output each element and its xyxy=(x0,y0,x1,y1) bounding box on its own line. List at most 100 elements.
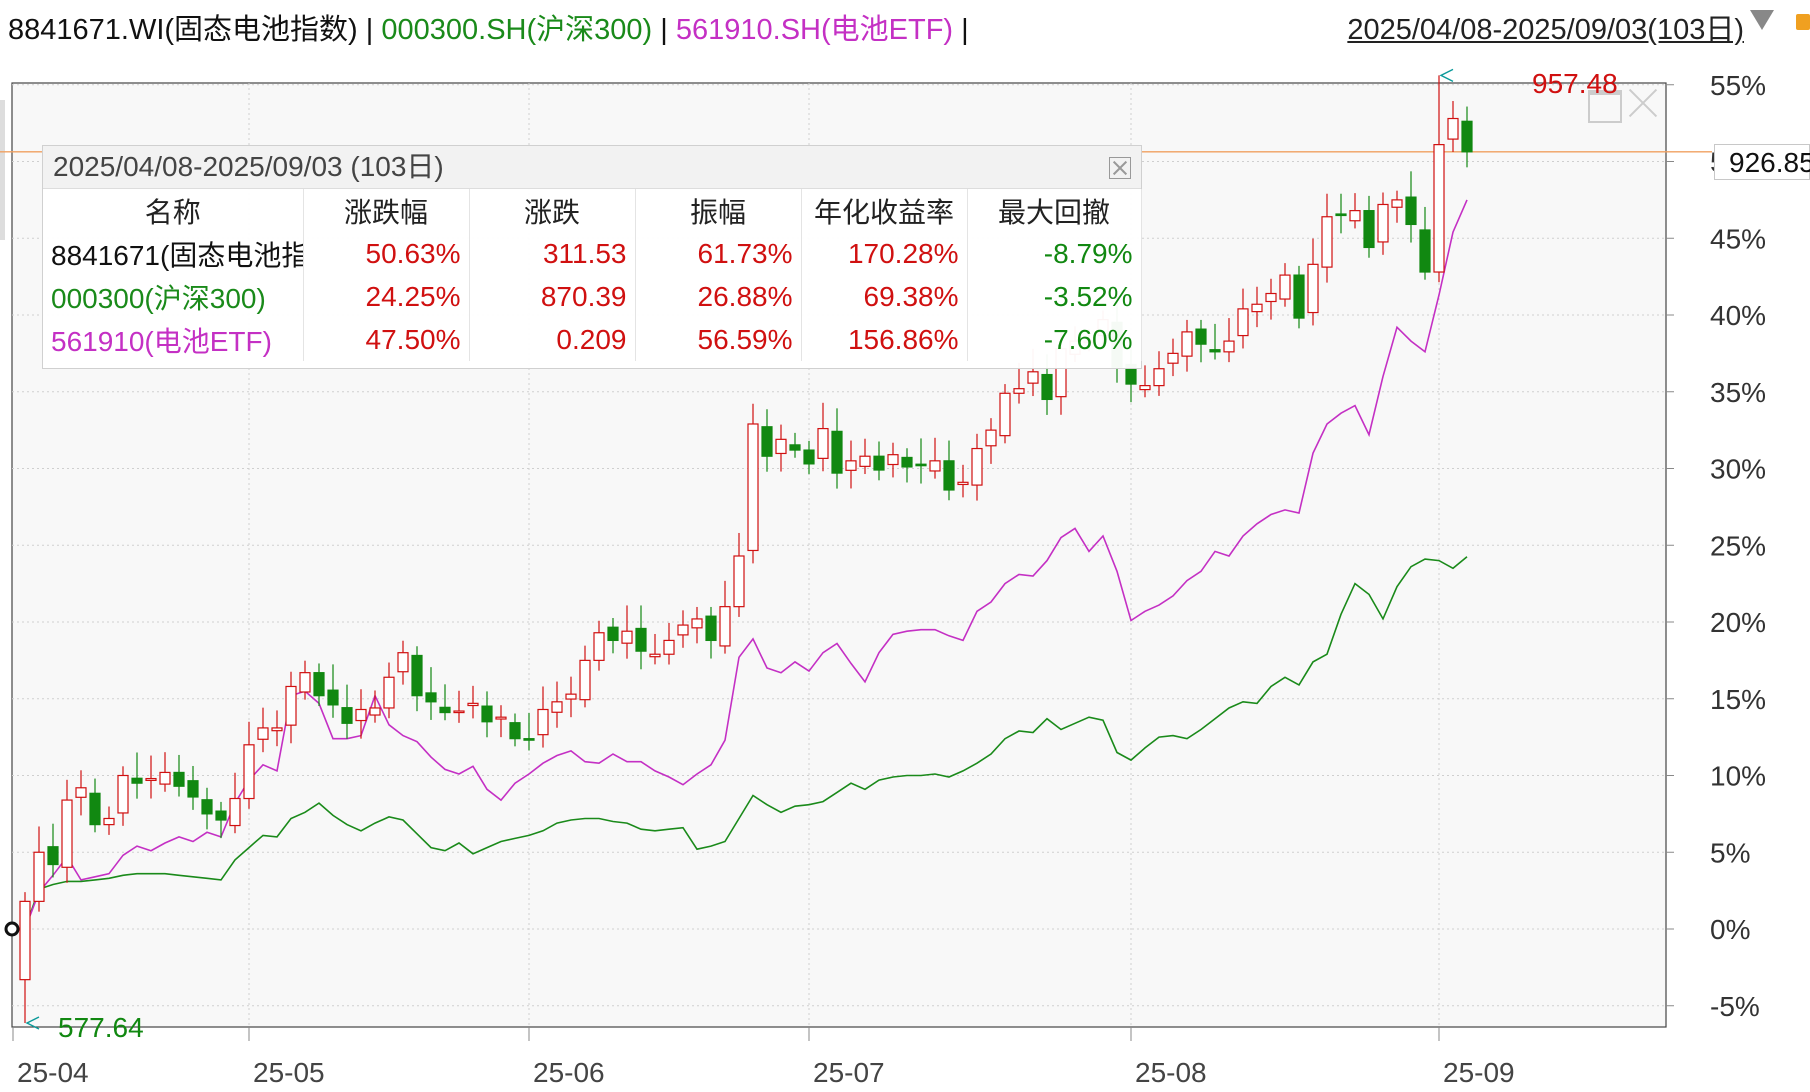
candle-body xyxy=(201,799,213,815)
candle-body xyxy=(1195,328,1207,345)
corner-badge-icon xyxy=(1796,14,1810,30)
candle-body xyxy=(1307,263,1319,314)
candle-body xyxy=(509,722,521,740)
col-header-change[interactable]: 涨跌 xyxy=(469,189,636,232)
x-axis: 25-04 25-05 25-06 25-07 25-08 25-09 xyxy=(12,1027,1515,1088)
x-tick-label: 25-04 xyxy=(17,1057,89,1088)
candle-body xyxy=(845,460,857,471)
candle-body xyxy=(789,444,801,451)
low-marker-arrow xyxy=(25,1016,40,1030)
candle-body xyxy=(929,460,941,472)
annualized-return: 156.86% xyxy=(801,318,968,361)
change-pct: 50.63% xyxy=(303,232,470,275)
col-header-annualized[interactable]: 年化收益率 xyxy=(801,189,968,232)
date-range-selector[interactable]: 2025/04/08-2025/09/03(103日) xyxy=(1347,14,1744,46)
change-pct: 47.50% xyxy=(303,318,470,361)
y-tick-label: -5% xyxy=(1710,991,1760,1022)
close-icon[interactable] xyxy=(1109,157,1131,179)
candle-body xyxy=(999,392,1011,437)
y-tick-label: 0% xyxy=(1710,914,1750,945)
col-header-change-pct[interactable]: 涨跌幅 xyxy=(303,189,470,232)
candle-body xyxy=(593,632,605,661)
close-icon[interactable] xyxy=(1628,88,1658,118)
candle-body xyxy=(565,693,577,700)
candle-body xyxy=(327,689,339,706)
series-name: 561910(电池ETF) xyxy=(43,318,304,361)
interval-stats-panel: 2025/04/08-2025/09/03 (103日) 名称 涨跌幅 涨跌 振… xyxy=(42,145,1142,369)
candle-body xyxy=(705,615,717,642)
candle-body xyxy=(439,706,451,714)
candle-body xyxy=(803,449,815,465)
candle-body xyxy=(1363,210,1375,249)
candle-body xyxy=(579,659,591,701)
candle-body xyxy=(1377,203,1389,243)
header-main-series[interactable]: 8841671.WI(固态电池指数) xyxy=(8,14,358,46)
candle-body xyxy=(271,727,283,732)
candle-body xyxy=(523,738,535,741)
candle-body xyxy=(383,676,395,709)
amplitude: 26.88% xyxy=(635,275,802,318)
chart-candles xyxy=(4,68,1473,1030)
candle-body xyxy=(187,780,199,798)
annualized-return: 69.38% xyxy=(801,275,968,318)
candle-body xyxy=(761,426,773,457)
stats-row[interactable]: 8841671(固态电池指 50.63% 311.53 61.73% 170.2… xyxy=(43,232,1142,275)
candle-body xyxy=(1433,144,1445,273)
candle-body xyxy=(1041,373,1053,401)
candle-body xyxy=(1167,352,1179,364)
candle-body xyxy=(299,672,311,693)
candle-body xyxy=(1349,210,1361,222)
y-tick-label: 10% xyxy=(1710,761,1766,792)
header-series-csi300[interactable]: 000300.SH(沪深300) xyxy=(381,14,653,46)
col-header-drawdown[interactable]: 最大回撤 xyxy=(967,189,1142,232)
candle-body xyxy=(425,692,437,703)
maximize-icon[interactable] xyxy=(1588,90,1622,123)
candle-body xyxy=(75,787,87,798)
candle-body xyxy=(817,427,829,459)
candle-body xyxy=(467,702,479,707)
candle-body xyxy=(369,707,381,716)
stats-row[interactable]: 000300(沪深300) 24.25% 870.39 26.88% 69.38… xyxy=(43,275,1142,318)
chart-header: 8841671.WI(固态电池指数) | 000300.SH(沪深300) | … xyxy=(0,0,1810,46)
change-pct: 24.25% xyxy=(303,275,470,318)
x-tick-label: 25-09 xyxy=(1443,1057,1515,1088)
csi300-series-line xyxy=(24,556,1468,930)
high-marker-arrow xyxy=(1439,68,1454,83)
x-tick-label: 25-07 xyxy=(813,1057,885,1088)
candle-body xyxy=(481,705,493,723)
y-tick-label: 15% xyxy=(1710,684,1766,715)
col-header-name[interactable]: 名称 xyxy=(43,189,304,232)
candle-body xyxy=(103,817,115,826)
dropdown-arrow-icon[interactable] xyxy=(1750,10,1774,30)
chart-lines xyxy=(24,199,1468,930)
candle-body xyxy=(145,777,157,782)
origin-marker xyxy=(4,921,20,937)
header-series-etf[interactable]: 561910.SH(电池ETF) xyxy=(675,14,954,46)
candle-body xyxy=(1321,216,1333,268)
amplitude: 61.73% xyxy=(635,232,802,275)
amplitude: 56.59% xyxy=(635,318,802,361)
candle-body xyxy=(89,792,101,826)
x-tick-label: 25-08 xyxy=(1135,1057,1207,1088)
etf-series-line xyxy=(24,199,1468,930)
candle-body xyxy=(1251,303,1263,313)
candle-body xyxy=(733,555,745,608)
header-separator: | xyxy=(961,14,969,46)
candle-body xyxy=(243,744,255,800)
candle-body xyxy=(397,652,409,673)
y-tick-label: 25% xyxy=(1710,530,1766,561)
high-value-label: 957.48 xyxy=(1532,68,1618,99)
candle-body xyxy=(117,774,129,814)
candle-body xyxy=(943,460,955,491)
candle-body xyxy=(1209,349,1221,353)
candle-body xyxy=(47,846,59,866)
candle-body xyxy=(1461,120,1473,153)
candle-body xyxy=(719,606,731,647)
candle-body xyxy=(957,481,969,486)
candle-body xyxy=(215,810,227,821)
candle-body xyxy=(915,463,927,467)
stats-table: 名称 涨跌幅 涨跌 振幅 年化收益率 最大回撤 8841671(固态电池指 50… xyxy=(43,189,1142,361)
col-header-amplitude[interactable]: 振幅 xyxy=(635,189,802,232)
candle-body xyxy=(677,624,689,636)
stats-row[interactable]: 561910(电池ETF) 47.50% 0.209 56.59% 156.86… xyxy=(43,318,1142,361)
